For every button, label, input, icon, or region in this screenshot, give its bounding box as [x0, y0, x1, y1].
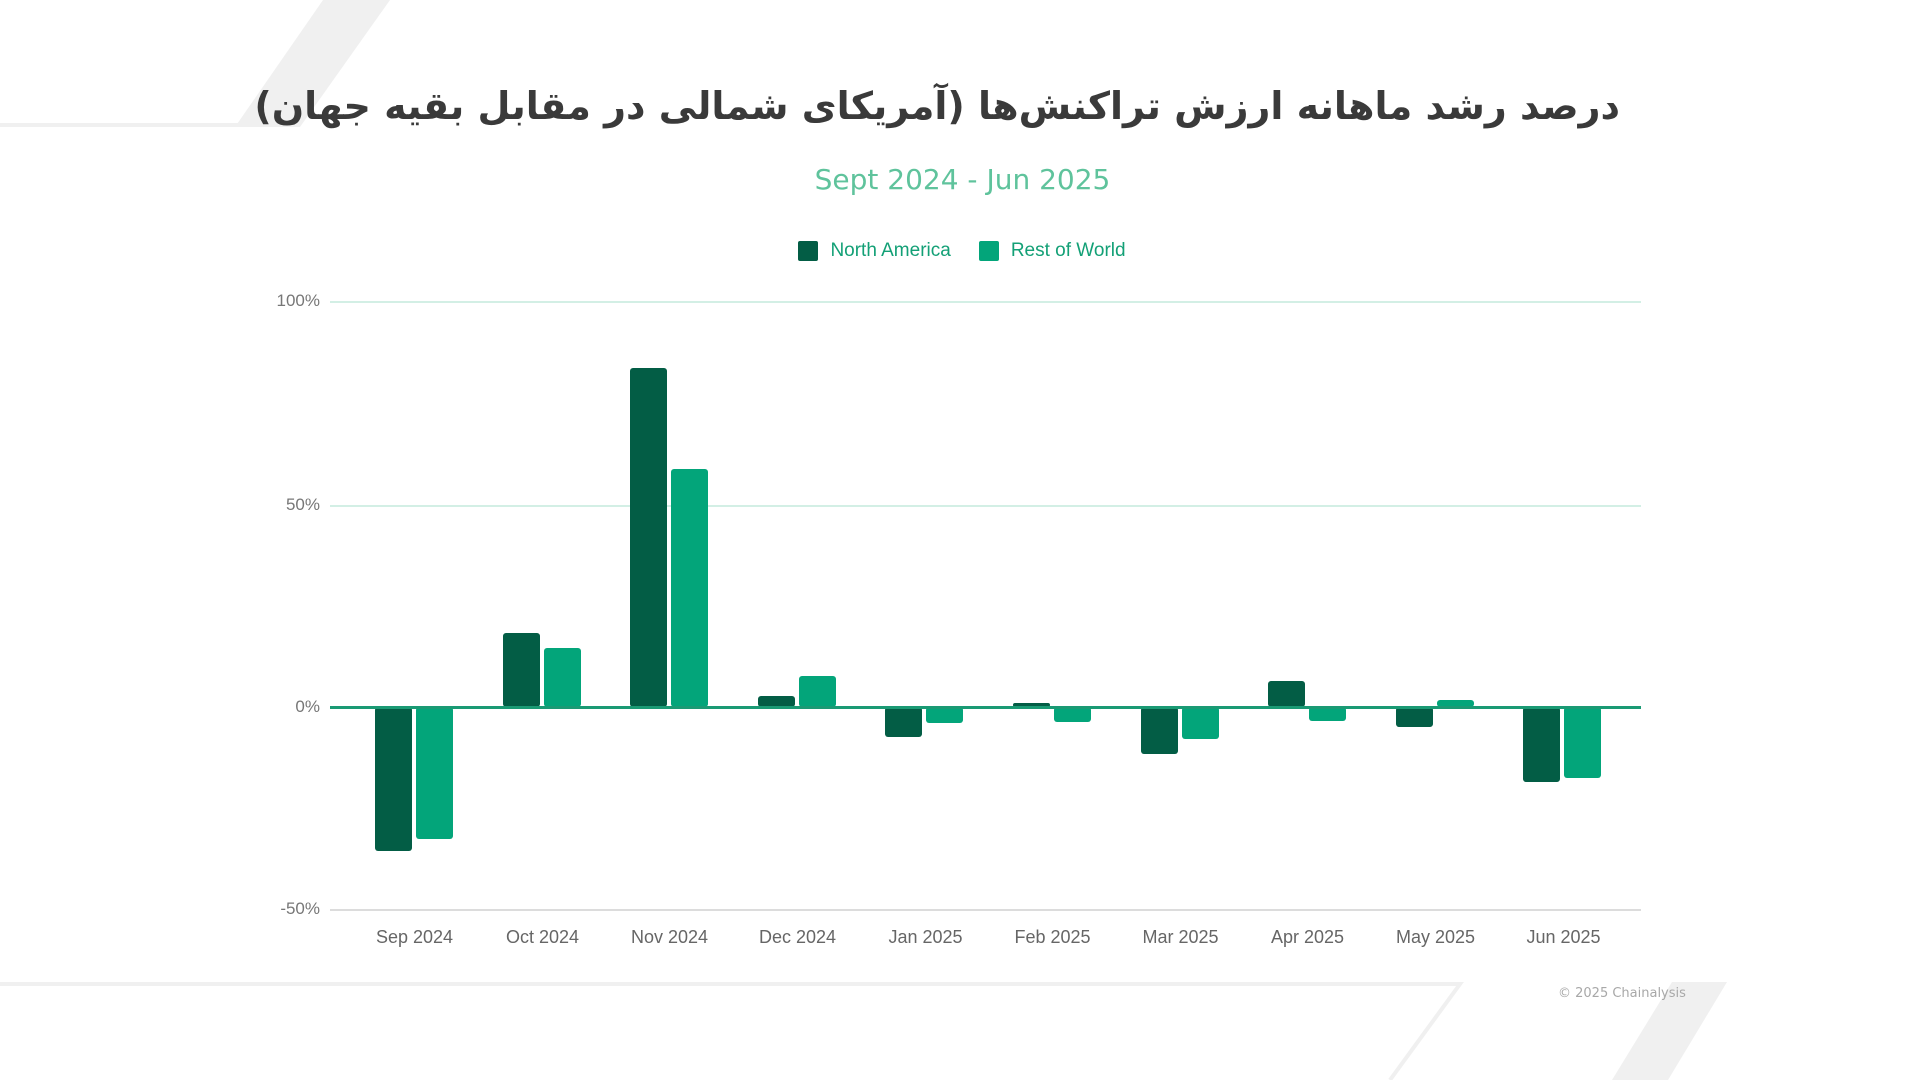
copyright-credit: © 2025 Chainalysis: [1558, 986, 1686, 1001]
y-tick: 0%: [295, 697, 320, 716]
chart-title: درصد رشد ماهانه ارزش تراکنش‌ها (آمریکای …: [254, 84, 1620, 128]
bar-north-america[interactable]: [1268, 681, 1306, 707]
bar-north-america[interactable]: [1523, 707, 1561, 783]
x-tick: Oct 2024: [505, 927, 580, 947]
top-left-rule: [0, 123, 285, 127]
bottom-rule: [0, 982, 1464, 1080]
x-tick: Feb 2025: [1014, 927, 1091, 947]
bar-rest-of-world[interactable]: [1181, 707, 1219, 739]
top-left-stripe: [235, 0, 390, 127]
bar-rest-of-world[interactable]: [1564, 707, 1602, 779]
gridline-100: [330, 301, 1641, 303]
zero-baseline: [330, 706, 1641, 709]
x-tick: Apr 2025: [1270, 927, 1345, 947]
bar-rest-of-world[interactable]: [671, 469, 709, 707]
legend-item-north-america[interactable]: North America: [798, 240, 951, 262]
bar-rest-of-world[interactable]: [1309, 707, 1347, 721]
gridline-minus-50: [330, 909, 1641, 911]
legend: North America Rest of World: [0, 240, 1920, 262]
y-tick: -50%: [280, 899, 320, 918]
y-tick: 100%: [276, 291, 320, 310]
bar-north-america[interactable]: [502, 633, 540, 707]
bar-north-america[interactable]: [1140, 707, 1178, 754]
swatch-north-america: [798, 241, 819, 261]
chart-subtitle: Sept 2024 - Jun 2025: [814, 163, 1111, 196]
bar-north-america[interactable]: [1013, 703, 1050, 707]
y-tick: 50%: [285, 495, 320, 514]
x-tick: Mar 2025: [1142, 927, 1219, 947]
bar-rest-of-world[interactable]: [543, 648, 581, 707]
bar-rest-of-world[interactable]: [1054, 707, 1091, 722]
bar-rest-of-world[interactable]: [1436, 700, 1474, 707]
x-tick: Nov 2024: [630, 927, 709, 947]
bar-north-america[interactable]: [375, 707, 412, 852]
legend-label: North America: [830, 240, 951, 261]
bar-north-america[interactable]: [885, 707, 923, 738]
x-tick: Sep 2024: [375, 927, 454, 947]
bar-rest-of-world[interactable]: [416, 707, 453, 839]
gridline-50: [330, 505, 1641, 507]
bar-rest-of-world[interactable]: [926, 707, 964, 724]
bar-north-america[interactable]: [757, 696, 795, 707]
x-tick: May 2025: [1395, 927, 1476, 947]
bar-north-america[interactable]: [630, 367, 668, 707]
legend-item-rest-of-world[interactable]: Rest of World: [978, 240, 1126, 262]
bottom-right-stripe: [1612, 982, 1727, 1080]
x-tick: Jan 2025: [888, 927, 963, 947]
legend-label: Rest of World: [1010, 240, 1126, 261]
x-tick: Dec 2024: [758, 927, 837, 947]
swatch-rest-of-world: [978, 241, 999, 261]
bar-north-america[interactable]: [1395, 707, 1433, 728]
x-tick: Jun 2025: [1526, 927, 1601, 947]
bar-rest-of-world[interactable]: [798, 676, 836, 707]
